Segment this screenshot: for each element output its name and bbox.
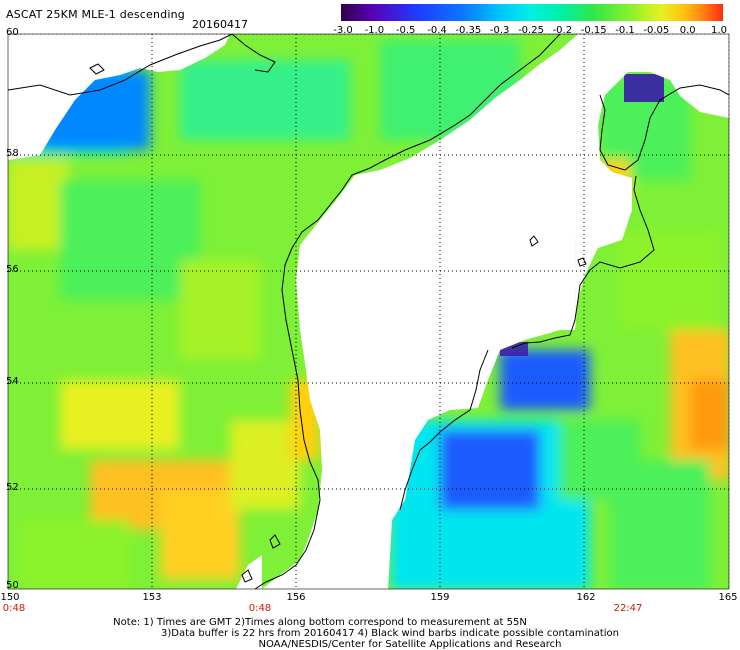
low-value-patch xyxy=(624,74,664,102)
lon-label-159: 159 xyxy=(430,592,450,603)
lon-label-162: 162 xyxy=(576,592,596,603)
colorbar-label: -0.3 xyxy=(489,25,510,36)
lon-label-165: 165 xyxy=(718,592,738,603)
lat-label-56: 56 xyxy=(6,264,19,275)
no-data-region xyxy=(8,34,230,160)
time-label-2: 0:48 xyxy=(248,603,272,614)
colorbar-label: -0.4 xyxy=(427,25,447,36)
lat-label-52: 52 xyxy=(6,482,19,493)
colorbar-label: 1.0 xyxy=(711,25,727,36)
lat-label-50: 50 xyxy=(6,580,19,591)
plot-frame xyxy=(7,33,730,590)
colorbar-label: -0.05 xyxy=(643,25,670,36)
colorbar-label: -0.35 xyxy=(455,25,482,36)
no-data-region xyxy=(575,34,729,330)
coastlines xyxy=(8,34,729,589)
colorbar-label: -0.5 xyxy=(395,25,416,36)
colorbar-label: -0.25 xyxy=(518,25,544,36)
colorbar-label: 0.0 xyxy=(679,25,696,36)
colorbar-label: -1.0 xyxy=(364,25,385,36)
lon-label-153: 153 xyxy=(142,592,162,603)
colorbar-label: -0.2 xyxy=(552,25,573,36)
colorbar xyxy=(341,4,723,21)
lon-label-150: 150 xyxy=(0,592,20,603)
note-line-2: 3)Data buffer is 22 hrs from 20160417 4)… xyxy=(161,628,619,639)
lon-label-156: 156 xyxy=(286,592,306,603)
lat-label-58: 58 xyxy=(6,148,19,159)
lat-label-54: 54 xyxy=(6,376,19,387)
colorbar-label: -3.0 xyxy=(333,25,353,36)
colorbar-label: -0.15 xyxy=(580,25,607,36)
colorbar-label: -0.1 xyxy=(615,25,635,36)
time-label-1: 0:48 xyxy=(2,603,26,614)
map-date: 20160417 xyxy=(192,18,248,31)
time-label-3: 22:47 xyxy=(613,603,643,614)
lat-label-60: 60 xyxy=(6,27,19,38)
note-line-1: Note: 1) Times are GMT 2)Times along bot… xyxy=(113,617,527,628)
gridlines xyxy=(8,34,729,589)
no-data-region xyxy=(262,34,578,589)
map-title: ASCAT 25KM MLE-1 descending xyxy=(6,8,185,21)
note-line-3: NOAA/NESDIS/Center for Satellite Applica… xyxy=(258,639,562,650)
